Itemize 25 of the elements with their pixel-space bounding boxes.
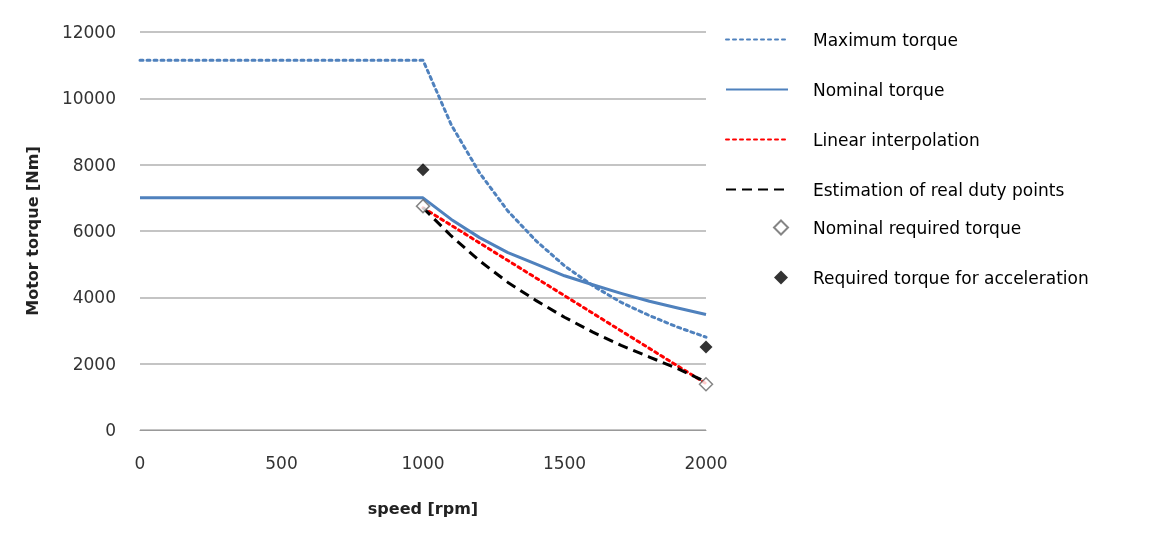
- x-tick-label: 1000: [401, 452, 445, 473]
- y-tick-label: 4000: [72, 287, 116, 308]
- legend-label: Maximum torque: [813, 29, 958, 50]
- x-axis-title: speed [rpm]: [367, 498, 479, 518]
- point: [699, 340, 713, 354]
- y-tick-label: 6000: [72, 221, 116, 241]
- line-series: [138, 58, 708, 339]
- y-tick-label: 10000: [61, 88, 116, 109]
- y-axis-title: Motor torque [Nm]: [22, 146, 42, 316]
- y-tick-label: 2000: [72, 353, 116, 374]
- x-tick-label: 2000: [684, 452, 728, 473]
- legend-label: Linear interpolation: [813, 129, 980, 150]
- y-tick-label: 8000: [72, 154, 116, 175]
- point: [416, 163, 430, 177]
- point: [698, 376, 714, 392]
- x-tick-label: 1500: [542, 452, 587, 473]
- legend-label: Required torque for acceleration: [813, 267, 1089, 288]
- x-tick-label: 500: [265, 452, 298, 473]
- legend-label: Nominal torque: [813, 79, 945, 100]
- x-tick-label: 0: [134, 452, 146, 473]
- point: [415, 198, 431, 214]
- legend-label: Estimation of real duty points: [813, 179, 1065, 200]
- legend-label: Nominal required torque: [813, 217, 1022, 238]
- y-tick-label: 12000: [61, 22, 116, 42]
- y-tick-label: 0: [105, 420, 116, 440]
